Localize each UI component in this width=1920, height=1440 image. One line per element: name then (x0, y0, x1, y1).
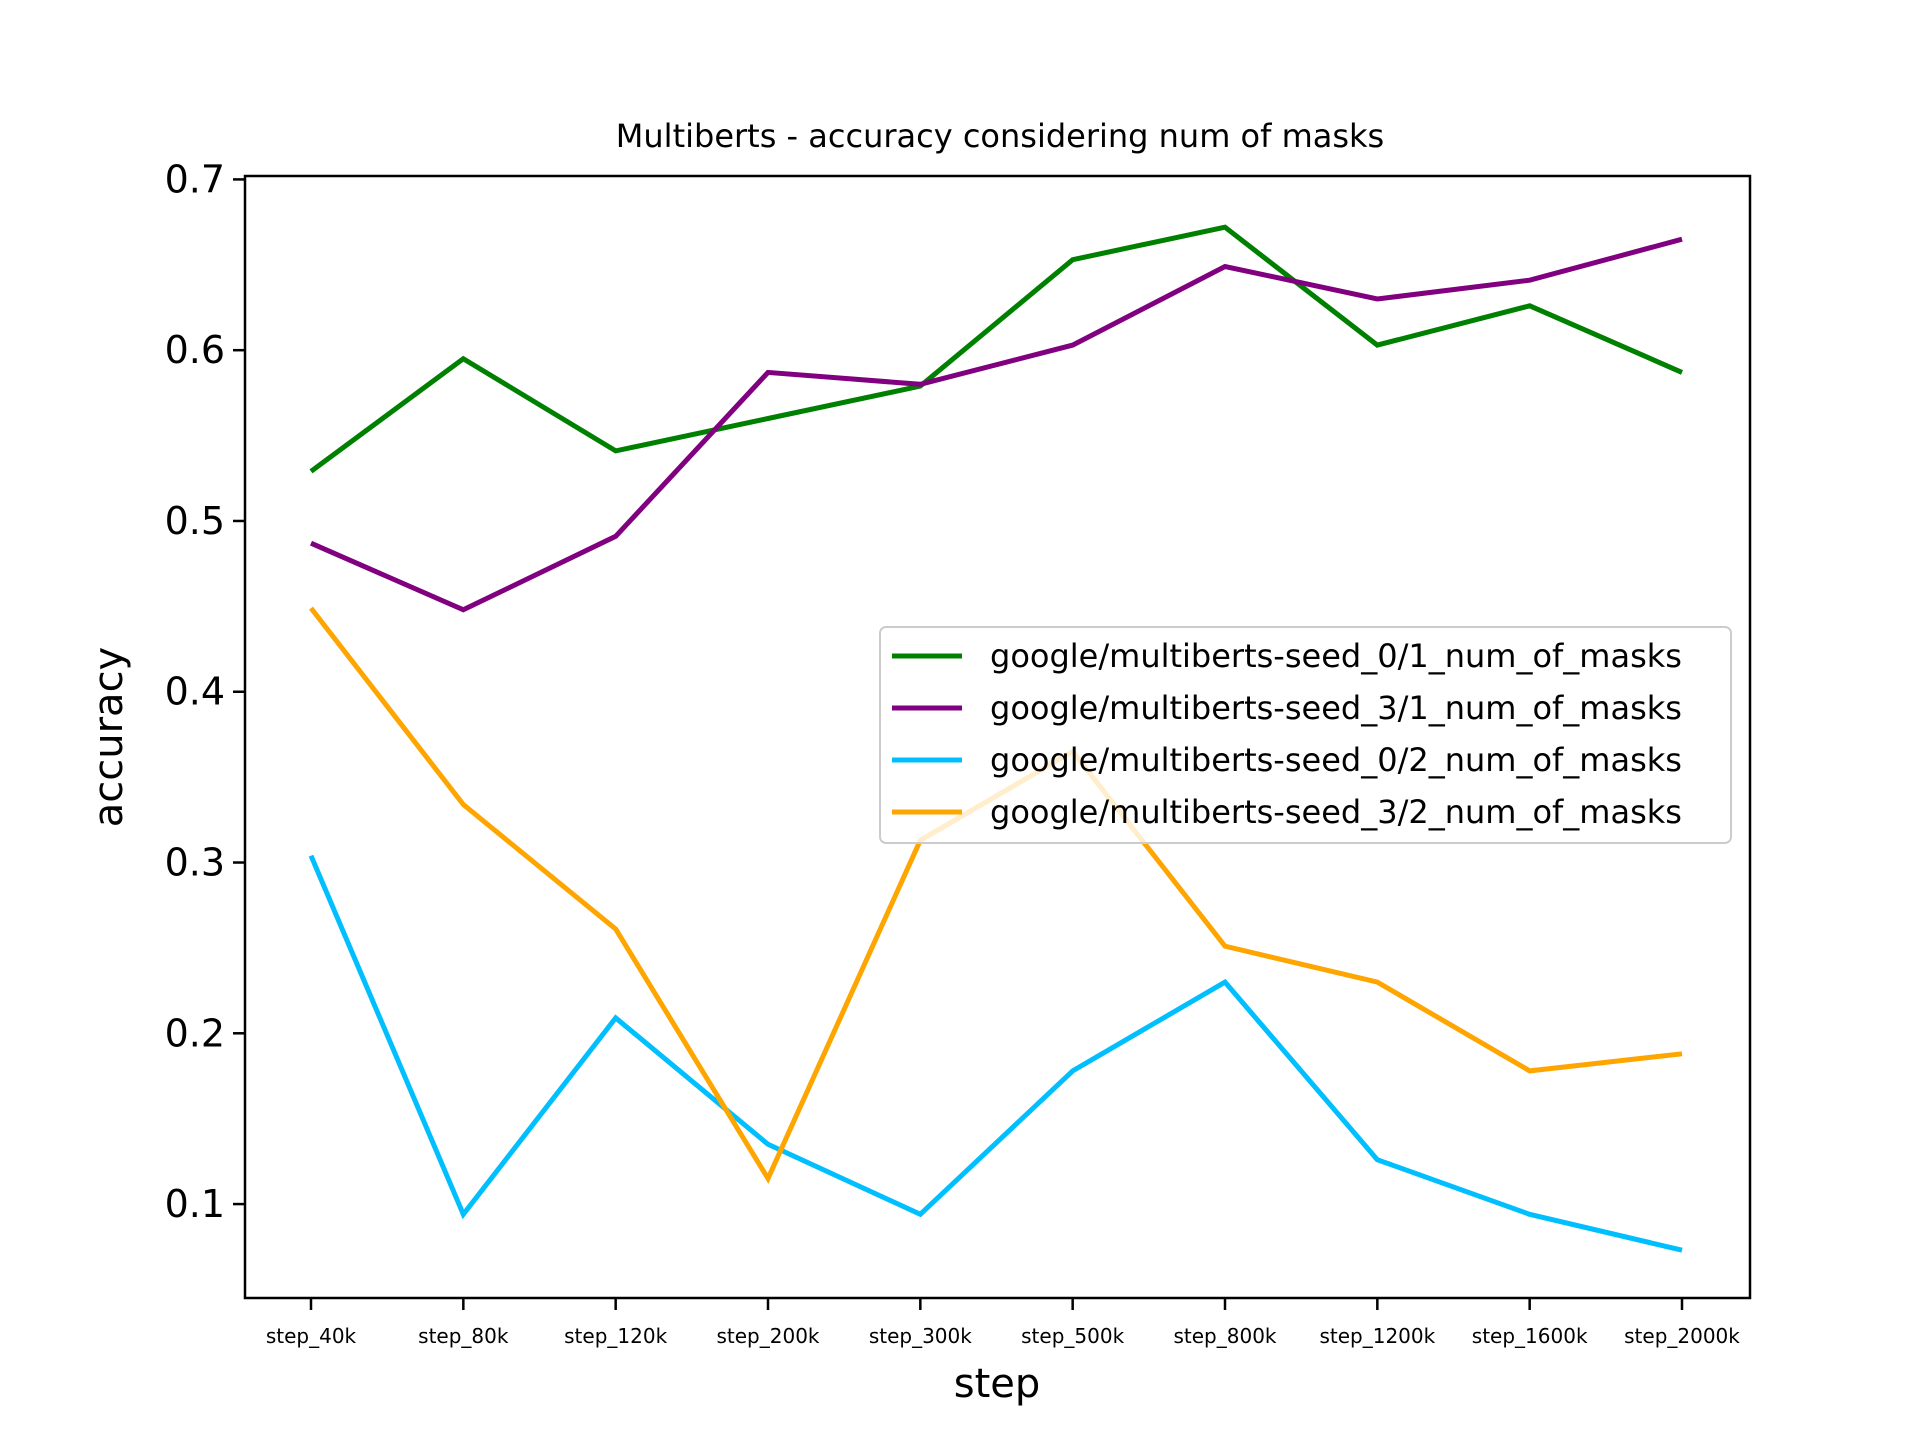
legend: google/multiberts-seed_0/1_num_of_masksg… (879, 626, 1732, 844)
x-tick-label: step_1200k (1319, 1324, 1435, 1348)
x-axis: step_40k step_80k step_120k step_200k step_3… (266, 1298, 1740, 1348)
x-tick-label: step_80k (418, 1324, 509, 1348)
y-axis: 0.1 0.2 0.3 0.4 0.5 0.6 0.7 (165, 157, 245, 1226)
legend-box (879, 626, 1732, 844)
y-axis-label: accuracy (86, 647, 132, 827)
x-axis-label: step (954, 1361, 1041, 1407)
x-tick-label: step_300k (869, 1324, 972, 1348)
legend-label: google/multiberts-seed_0/2_num_of_masks (990, 741, 1682, 779)
plot-frame (243, 174, 1752, 1300)
y-tick-label: 0.7 (165, 157, 225, 201)
legend-label: google/multiberts-seed_0/1_num_of_masks (990, 637, 1682, 675)
series-line-2 (308, 854, 1683, 1253)
x-tick-label: step_40k (266, 1324, 357, 1348)
x-tick-label: step_1600k (1472, 1324, 1588, 1348)
y-tick-label: 0.1 (165, 1182, 225, 1226)
legend-label: google/multiberts-seed_3/1_num_of_masks (990, 689, 1682, 727)
y-tick-label: 0.3 (165, 841, 225, 885)
legend-label: google/multiberts-seed_3/2_num_of_masks (990, 793, 1682, 831)
series-line-1 (309, 236, 1683, 613)
y-tick-label: 0.6 (165, 328, 225, 372)
x-tick-label: step_120k (564, 1324, 667, 1348)
x-tick-label: step_2000k (1624, 1324, 1740, 1348)
x-tick-label: step_500k (1021, 1324, 1124, 1348)
y-tick-label: 0.5 (165, 499, 225, 543)
y-tick-label: 0.2 (165, 1011, 225, 1055)
x-tick-label: step_200k (716, 1324, 819, 1348)
y-tick-label: 0.4 (165, 670, 225, 714)
x-tick-label: step_800k (1173, 1324, 1276, 1348)
series-line-0 (309, 224, 1684, 474)
chart-title: Multiberts - accuracy considering num of… (616, 117, 1384, 155)
